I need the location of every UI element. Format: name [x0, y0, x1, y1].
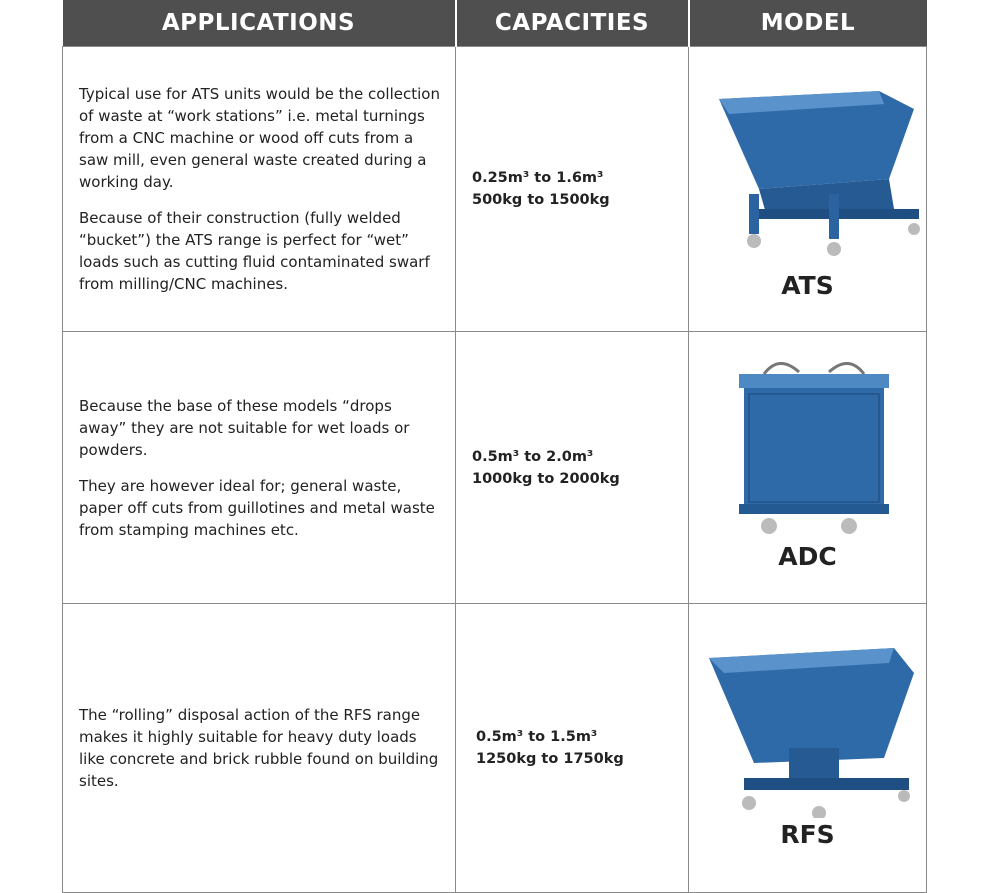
model-name: ADC [778, 542, 837, 571]
row: Because the base of these models “drops … [62, 331, 927, 604]
paragraph: Typical use for ATS units would be the c… [79, 85, 440, 191]
capacity-line: 1250kg to 1750kg [476, 751, 624, 767]
paragraph: Because of their construction (fully wel… [79, 209, 430, 293]
application-cell: The “rolling” disposal action of the RFS… [62, 603, 456, 893]
product-image [719, 91, 920, 256]
product-image [709, 648, 914, 818]
paragraph: They are however ideal for; general wast… [79, 476, 435, 539]
capacity-cell: 0.5m³ to 2.0m³ 1000kg to 2000kg [455, 331, 689, 604]
capacity-cell: 0.5m³ to 1.5m³ 1250kg to 1750kg [455, 603, 689, 893]
header-row: APPLICATIONS CAPACITIES MODEL [62, 0, 927, 47]
header: APPLICATIONS [62, 0, 456, 47]
capacity-line: 0.25m³ to 1.6m³ [472, 170, 604, 186]
model-name: ATS [781, 271, 834, 300]
model-cell: ADC [688, 331, 927, 604]
model-cell: RFS [688, 603, 927, 893]
row: The “rolling” disposal action of the RFS… [62, 603, 927, 893]
capacity-line: 1000kg to 2000kg [472, 470, 620, 487]
model-cell: ATS [688, 46, 927, 332]
application-cell: Because the base of these models “drops … [62, 331, 456, 604]
model-name: RFS [780, 820, 835, 849]
paragraph: The “rolling” disposal action of the RFS… [79, 706, 439, 790]
header: CAPACITIES [454, 0, 689, 47]
product-table: APPLICATIONS CAPACITIES MODEL Typical us… [62, 0, 927, 893]
paragraph: Because the base of these models “drops … [79, 396, 410, 459]
capacity-line: 0.5m³ to 2.0m³ [472, 448, 594, 465]
header: MODEL [687, 0, 927, 47]
capacity-line: 0.5m³ to 1.5m³ [476, 729, 598, 745]
product-image [739, 362, 889, 534]
capacity-line: 500kg to 1500kg [472, 192, 610, 208]
application-cell: Typical use for ATS units would be the c… [62, 46, 456, 332]
row: Typical use for ATS units would be the c… [62, 46, 927, 332]
capacity-cell: 0.25m³ to 1.6m³ 500kg to 1500kg [455, 46, 689, 332]
